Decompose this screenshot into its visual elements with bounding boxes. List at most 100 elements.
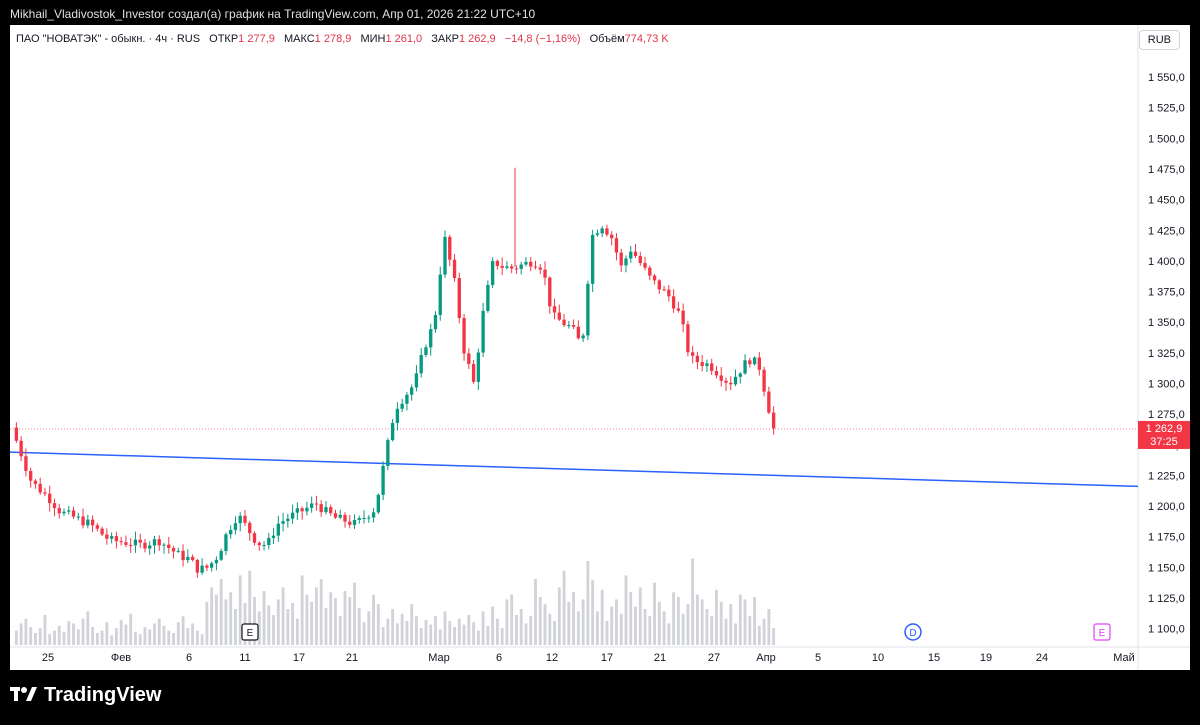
tradingview-logo-icon	[10, 685, 38, 706]
candle-body	[305, 507, 309, 512]
candle-body	[252, 533, 257, 543]
chart-panel[interactable]: 1 100,0 1 125,0 1 150,0 1 175,0 1 200,0 1 225…	[10, 25, 1190, 670]
candle-body	[114, 536, 119, 542]
volume-bar	[95, 633, 99, 645]
chart-canvas[interactable]: 1 100,0 1 125,0 1 150,0 1 175,0 1 200,0 1 225…	[10, 25, 1190, 670]
x-tick-label: 11	[239, 652, 250, 664]
volume-bar	[762, 618, 766, 645]
candle-body	[390, 422, 395, 441]
volume-bar	[119, 619, 123, 645]
low-label: МИН	[360, 33, 386, 45]
candle-body	[38, 483, 42, 493]
earnings-marker-icon[interactable]	[241, 623, 259, 641]
candle-body	[52, 503, 57, 509]
candle-body	[152, 539, 157, 546]
volume-bar	[181, 616, 185, 645]
volume-bar	[253, 597, 256, 645]
candle-body	[562, 319, 566, 326]
candle-body	[86, 519, 90, 526]
volume-bar	[314, 587, 318, 645]
candle-body	[667, 289, 671, 297]
candle-body	[481, 310, 485, 353]
candle-body	[538, 267, 542, 270]
volume-bar	[724, 618, 728, 645]
volume-bar	[467, 615, 471, 645]
volume-bar	[329, 592, 333, 645]
candle-body	[333, 513, 338, 518]
candle-body	[557, 312, 561, 320]
volume-bar	[386, 618, 390, 645]
volume-bar	[186, 628, 190, 645]
candle-body	[362, 518, 366, 520]
x-tick-label: 5	[815, 652, 821, 664]
candle-body	[414, 373, 419, 388]
dividend-marker-icon[interactable]	[904, 623, 922, 641]
volume-bar	[410, 604, 414, 645]
volume-bar	[657, 601, 661, 645]
candle-body	[281, 521, 285, 524]
volume-bar	[710, 616, 714, 645]
candle-body	[129, 544, 133, 546]
volume-bar	[205, 601, 209, 645]
volume-bar	[291, 603, 295, 645]
candle-body	[600, 228, 604, 234]
volume-bar	[515, 615, 518, 645]
volume-bar	[138, 634, 142, 645]
volume-bar	[48, 634, 52, 645]
candle-body	[471, 363, 476, 382]
candle-body	[124, 542, 128, 545]
volume-bar	[19, 623, 23, 645]
volume-bar	[629, 592, 633, 645]
x-tick-label: 17	[601, 652, 613, 664]
candle-body	[529, 261, 533, 267]
volume-bar	[538, 597, 542, 645]
x-tick-label: Май	[1113, 652, 1135, 664]
volume-bar	[681, 613, 685, 645]
candle-body	[300, 508, 304, 512]
candle-body	[105, 534, 109, 539]
y-tick-label: 1 325,0	[1148, 348, 1185, 360]
candle-body	[267, 538, 271, 546]
earnings-marker-icon[interactable]	[1093, 623, 1111, 641]
candle-body	[109, 536, 114, 539]
volume-bar	[400, 613, 404, 645]
x-tick-label: 19	[980, 652, 992, 664]
volume-bar	[438, 629, 442, 645]
event-marker-letter: E	[1099, 628, 1106, 639]
candle-body	[657, 280, 661, 290]
volume-bar	[500, 628, 504, 645]
candle-body	[586, 283, 590, 336]
volume-bar	[653, 582, 656, 645]
volume-bar	[62, 631, 66, 645]
trend-line	[10, 451, 1139, 488]
candle-body	[309, 503, 314, 508]
candle-body	[395, 408, 400, 423]
volume-bar	[672, 592, 676, 645]
volume-bar	[667, 623, 671, 645]
currency-button[interactable]: RUB	[1138, 30, 1180, 50]
volume-bar	[638, 587, 642, 645]
candle-body	[57, 508, 61, 514]
volume-bar	[372, 594, 375, 645]
candle-body	[43, 492, 47, 494]
volume-bar	[343, 591, 347, 645]
candle-body	[462, 318, 466, 354]
candle-body	[567, 325, 571, 327]
candle-body	[367, 517, 371, 519]
candle-body	[138, 539, 142, 543]
volume-bar	[210, 587, 214, 645]
candle-body	[400, 403, 404, 409]
candle-body	[276, 523, 280, 536]
x-tick-label: 15	[928, 652, 940, 664]
candle-body	[610, 234, 614, 239]
candle-body	[705, 363, 709, 366]
candle-body	[19, 440, 23, 457]
x-tick-label: 21	[654, 652, 666, 664]
y-tick-label: 1 450,0	[1148, 195, 1185, 207]
symbol-label[interactable]: ПАО "НОВАТЭК" - обыкн. · 4ч · RUS	[16, 33, 201, 45]
volume-bar	[148, 629, 152, 645]
last-price-tag	[1138, 420, 1190, 449]
volume-bar	[419, 628, 423, 645]
candle-body	[386, 440, 390, 466]
volume-bar	[38, 628, 42, 645]
